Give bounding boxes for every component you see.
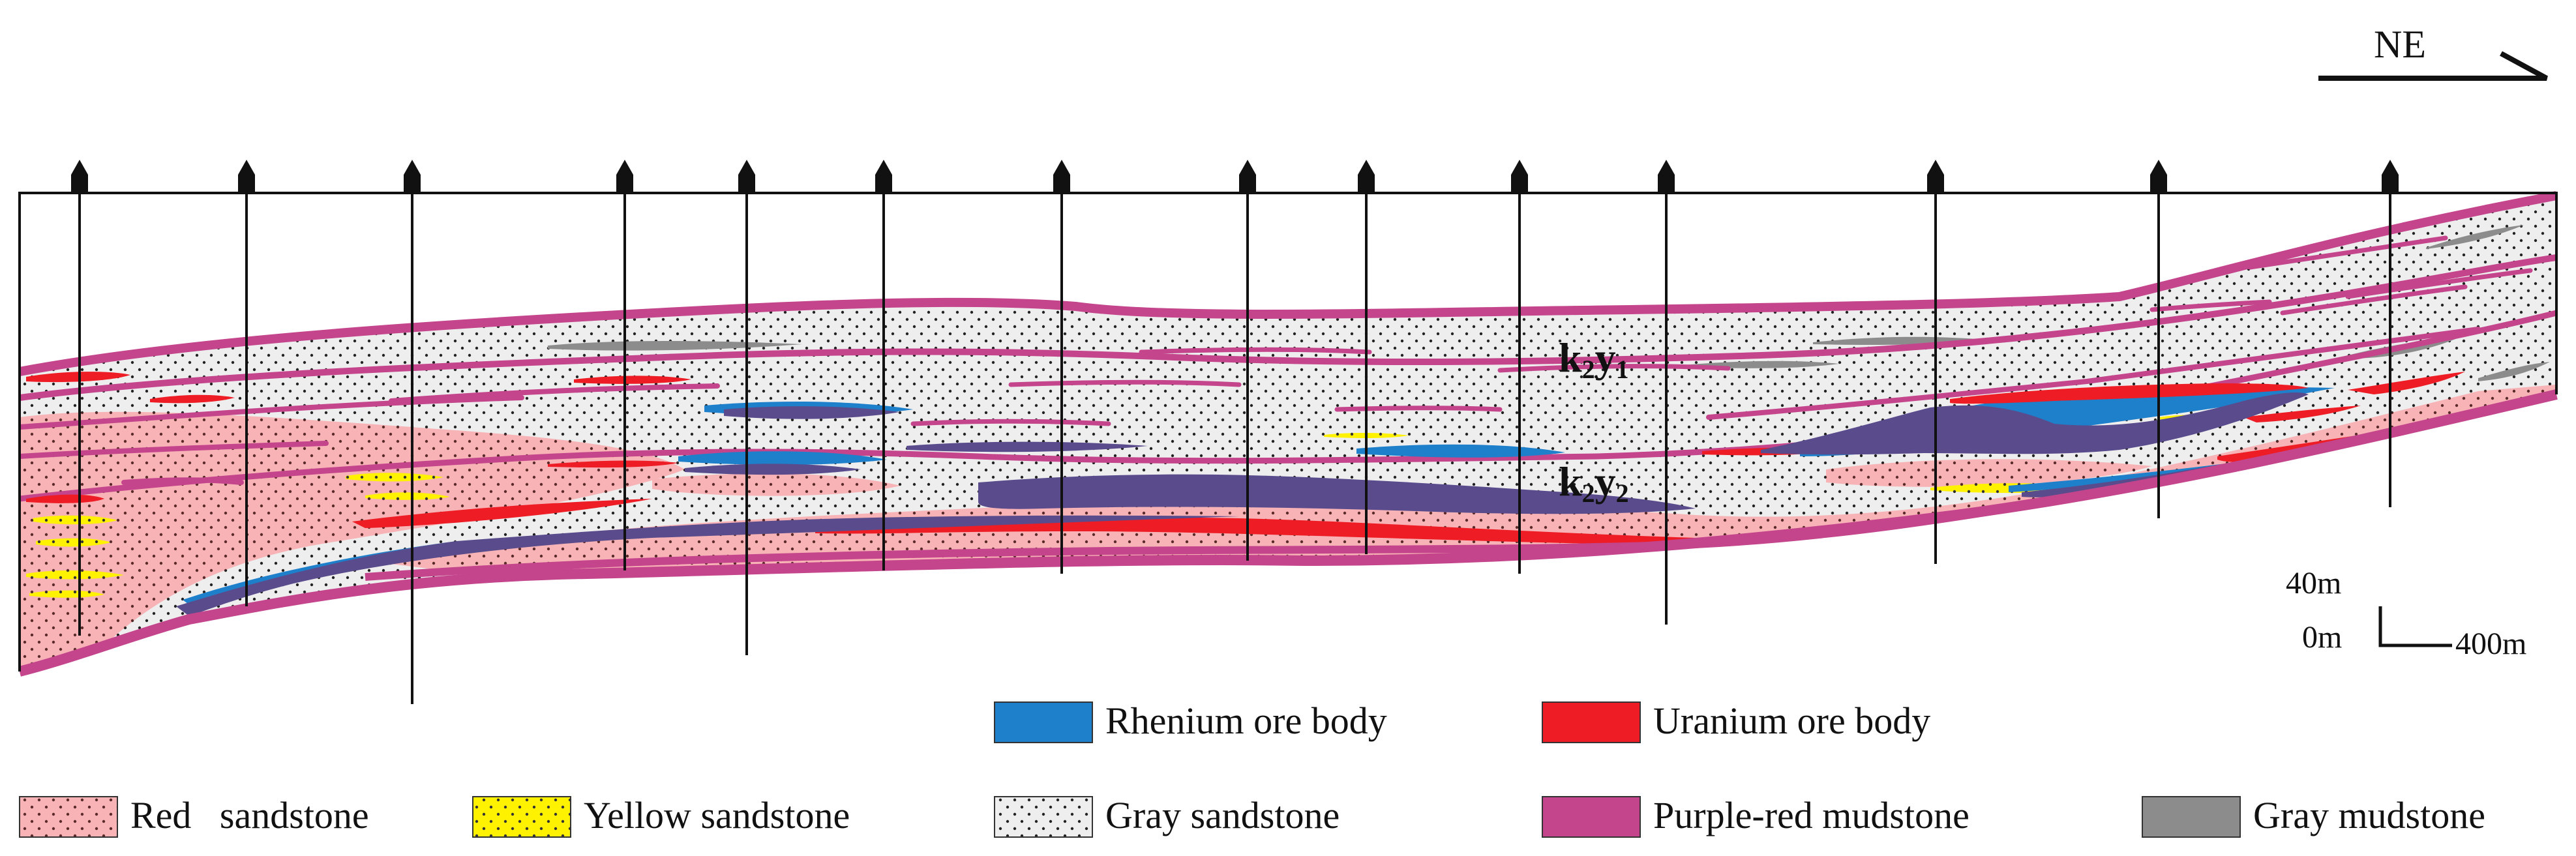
borehole-marker-icon xyxy=(71,160,88,193)
borehole-marker-icon xyxy=(2150,160,2167,193)
yellow-sandstone-lens xyxy=(365,492,450,500)
gray-mudstone-lens xyxy=(2426,225,2524,249)
borehole-marker-icon xyxy=(1927,160,1944,193)
borehole xyxy=(1239,160,1256,561)
legend-item-red-sandstone: Red sandstone xyxy=(19,794,369,838)
formation-label-k2y1: k2y1 xyxy=(1559,334,1629,384)
legend-label: Uranium ore body xyxy=(1653,700,1930,742)
borehole xyxy=(1358,160,1375,554)
borehole xyxy=(738,160,755,655)
legend-label: Red sandstone xyxy=(130,794,369,836)
scale-bar: 40m 0m 400m xyxy=(2286,566,2526,661)
boreholes xyxy=(71,160,2399,704)
borehole xyxy=(238,160,255,606)
borehole xyxy=(2150,160,2167,518)
purple-red-mudstone-interlayers xyxy=(20,235,2556,502)
borehole xyxy=(616,160,633,570)
scale-origin-label: 0m xyxy=(2302,620,2342,655)
section-body xyxy=(18,191,2558,677)
legend-item-yellow-sandstone: Yellow sandstone xyxy=(472,794,850,838)
formation-upper-main: k xyxy=(1559,334,1582,381)
borehole xyxy=(1511,160,1528,574)
borehole xyxy=(2382,160,2399,507)
scale-horizontal-label: 400m xyxy=(2455,627,2526,661)
legend-item-gray-mudstone: Gray mudstone xyxy=(2142,794,2485,838)
borehole-marker-icon xyxy=(738,160,755,193)
orientation-label: NE xyxy=(2374,23,2426,66)
red-sandstone-lens-east xyxy=(1826,459,2152,487)
formation-lower-sub1: 2 xyxy=(1582,479,1595,508)
legend: Rhenium ore body Uranium ore body Red sand… xyxy=(19,700,2485,838)
formation-upper-sub1: 2 xyxy=(1582,355,1595,384)
yellow-sandstone-lens xyxy=(33,515,117,525)
legend-item-uranium: Uranium ore body xyxy=(1542,700,1930,743)
formation-lower-main: k xyxy=(1559,458,1582,505)
legend-label: Rhenium ore body xyxy=(1105,700,1387,742)
yellow-sandstone-lens xyxy=(26,570,124,580)
borehole-marker-icon xyxy=(875,160,892,193)
borehole xyxy=(1053,160,1070,574)
formation-upper-mid: y xyxy=(1595,334,1616,381)
yellow-sandstone-lens xyxy=(29,590,104,598)
borehole-marker-icon xyxy=(1658,160,1675,193)
borehole-marker-icon xyxy=(1239,160,1256,193)
formation-upper-sub2: 1 xyxy=(1616,355,1629,384)
orientation-arrow-icon xyxy=(2318,51,2548,81)
borehole xyxy=(1927,160,1944,564)
legend-label: Gray sandstone xyxy=(1105,794,1340,836)
borehole-marker-icon xyxy=(238,160,255,193)
section-frame xyxy=(18,192,2558,672)
legend-item-rhenium: Rhenium ore body xyxy=(994,700,1387,743)
legend-swatch xyxy=(19,796,118,838)
borehole-marker-icon xyxy=(2382,160,2399,193)
yellow-sandstone-lens xyxy=(36,538,111,547)
formation-lower-sub2: 2 xyxy=(1616,479,1629,508)
red-sandstone-lens-mid xyxy=(652,473,900,496)
legend-swatch xyxy=(994,796,1093,838)
legend-label: Purple-red mudstone xyxy=(1653,794,1969,836)
borehole-marker-icon xyxy=(1053,160,1070,193)
gray-mudstone-lens xyxy=(2478,362,2550,381)
legend-swatch xyxy=(1542,796,1641,838)
gray-mudstone-lens xyxy=(548,341,802,351)
borehole xyxy=(1658,160,1675,625)
bottom-mudstone-boundary xyxy=(18,389,2558,677)
legend-item-gray-sandstone: Gray sandstone xyxy=(994,794,1340,838)
basal-mudstone-layer xyxy=(365,492,2088,581)
scale-axes xyxy=(2378,606,2452,647)
legend-item-purple-red-mudstone: Purple-red mudstone xyxy=(1542,794,1969,838)
borehole-marker-icon xyxy=(616,160,633,193)
legend-swatch xyxy=(472,796,571,838)
borehole xyxy=(404,160,421,704)
legend-swatch xyxy=(994,701,1093,743)
formation-label-k2y2: k2y2 xyxy=(1559,458,1629,508)
borehole-marker-icon xyxy=(1358,160,1375,193)
borehole-marker-icon xyxy=(1511,160,1528,193)
legend-swatch xyxy=(1542,701,1641,743)
orientation-indicator: NE xyxy=(2318,23,2548,81)
borehole xyxy=(71,160,88,636)
red-sandstone-zone-west xyxy=(20,411,685,672)
formation-lower-mid: y xyxy=(1595,458,1616,505)
scale-vertical-label: 40m xyxy=(2286,566,2341,600)
borehole xyxy=(875,160,892,570)
legend-label: Gray mudstone xyxy=(2253,794,2485,836)
legend-label: Yellow sandstone xyxy=(584,794,850,836)
top-mudstone-boundary xyxy=(18,191,2558,376)
borehole-marker-icon xyxy=(404,160,421,193)
legend-swatch xyxy=(2142,796,2241,838)
yellow-sandstone-lens xyxy=(346,473,443,482)
